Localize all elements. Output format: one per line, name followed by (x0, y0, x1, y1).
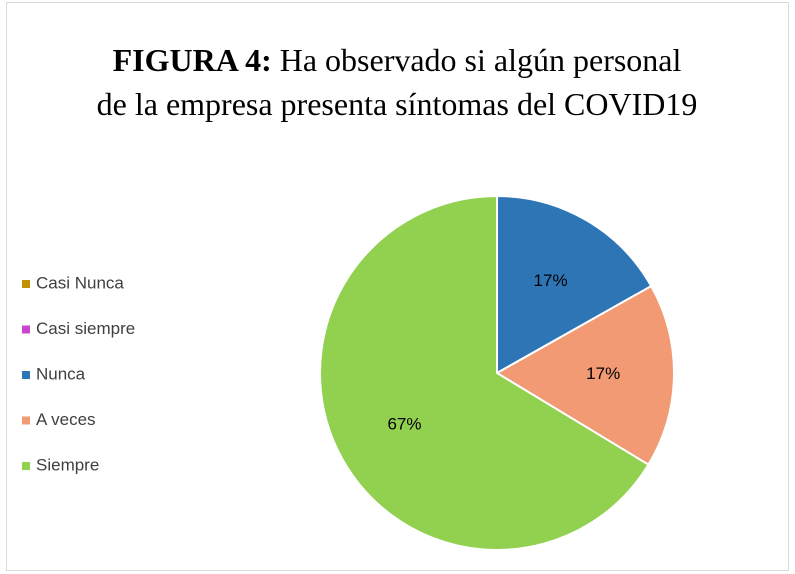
legend-swatch (22, 325, 30, 334)
legend-swatch (22, 280, 30, 288)
pie-slice (495, 284, 675, 467)
title-text: Ha observado si algún personal de la emp… (96, 42, 698, 122)
legend-swatch (22, 371, 30, 379)
data-label: 17% (586, 364, 620, 383)
pie-slice (319, 194, 650, 551)
legend-label: Casi siempre (36, 319, 135, 338)
title-label: FIGURA 4: (112, 42, 272, 78)
pie-slice (496, 194, 653, 375)
legend-label: A veces (36, 410, 96, 429)
data-label: 17% (534, 271, 568, 290)
legend-swatch (22, 416, 30, 425)
legend-label: Casi Nunca (36, 273, 124, 292)
legend-label: Nunca (36, 364, 86, 383)
legend-swatch (22, 462, 30, 470)
chart-title: FIGURA 4: Ha observado si algún personal… (95, 38, 699, 126)
data-label: 67% (387, 415, 421, 434)
legend-label: Siempre (36, 455, 99, 474)
